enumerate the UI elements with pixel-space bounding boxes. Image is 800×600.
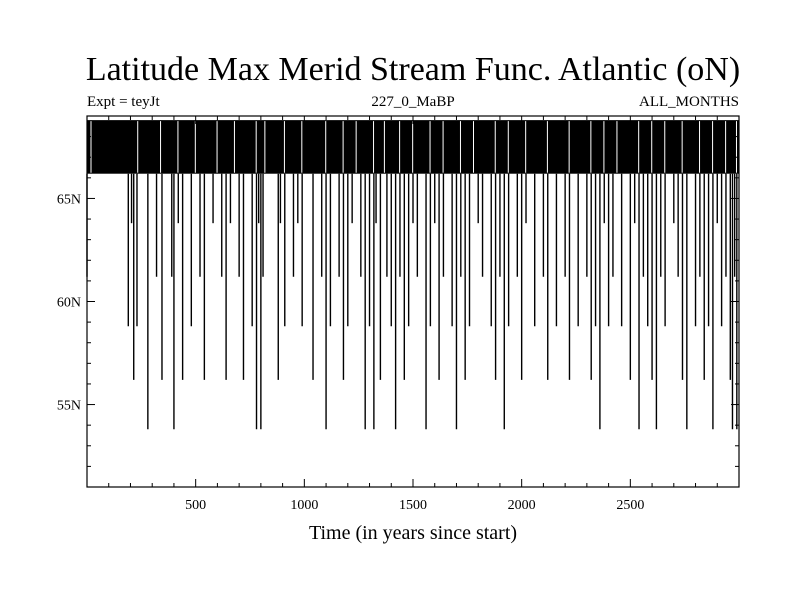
- series-spikes: [86, 173, 738, 430]
- x-axis-label: Time (in years since start): [309, 522, 517, 544]
- chart-title: Latitude Max Merid Stream Func. Atlantic…: [86, 51, 740, 88]
- axis-tick-labels: 500 1000 1500 2000 2500 55N 60N 65N: [57, 192, 644, 513]
- x-tick-label: 500: [185, 498, 206, 513]
- upper-band-group: [87, 120, 739, 174]
- x-tick-label: 1000: [290, 498, 318, 513]
- subtitle-right: ALL_MONTHS: [639, 94, 739, 110]
- x-tick-label: 2500: [616, 498, 644, 513]
- y-tick-label: 60N: [57, 296, 81, 311]
- y-tick-label: 55N: [57, 399, 81, 414]
- axis-ticks: [87, 115, 739, 488]
- subtitle-center: 227_0_MaBP: [371, 94, 454, 110]
- subtitle-left: Expt = teyJt: [87, 94, 160, 110]
- x-tick-label: 2000: [508, 498, 536, 513]
- y-tick-label: 65N: [57, 192, 81, 207]
- x-tick-label: 1500: [399, 498, 427, 513]
